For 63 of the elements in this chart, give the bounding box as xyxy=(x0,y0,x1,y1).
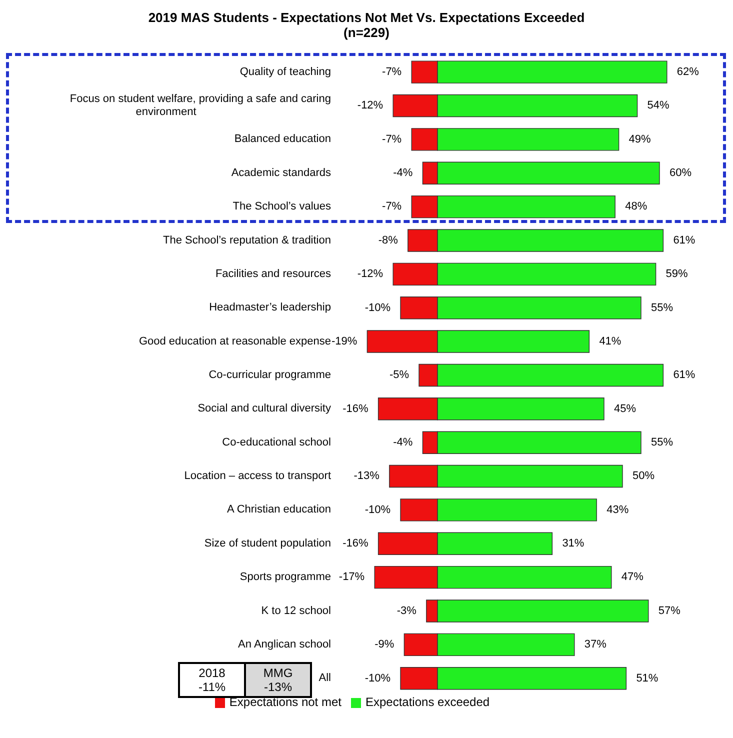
y-tick-label: Headmaster’s leadership xyxy=(209,302,331,314)
chart-subtitle: (n=229) xyxy=(342,25,390,40)
data-label: -4% xyxy=(393,436,413,448)
y-tick-label: Balanced education xyxy=(234,133,331,146)
y-tick-label: K to 12 school xyxy=(261,604,331,617)
data-label: 43% xyxy=(606,504,629,516)
y-tick-label: Co-educational school xyxy=(222,436,331,448)
data-label: -3% xyxy=(396,604,417,617)
data-label: -7% xyxy=(382,66,402,78)
data-label: -10% xyxy=(364,504,391,516)
data-label: -5% xyxy=(389,369,410,382)
data-label: -9% xyxy=(374,638,394,651)
data-label: -16% xyxy=(342,402,369,415)
y-tick-label: Sports programme xyxy=(240,571,331,584)
data-label: 49% xyxy=(628,133,652,146)
y-tick-label: Academic standards xyxy=(231,166,332,179)
data-label: 59% xyxy=(666,268,688,280)
y-tick-label: The School’s reputation & tradition xyxy=(163,234,331,246)
data-label: -19% xyxy=(332,335,358,348)
y-tick-label: Facilities and resources xyxy=(215,268,332,280)
data-label: -17% xyxy=(338,571,365,584)
data-label: -16% xyxy=(342,538,369,550)
chart-title: 2019 MAS Students - Expectations Not Met Vs. Expectations Exceeded xyxy=(147,10,586,25)
y-tick-label: Focus on student welfare, providing a safe and caring environment xyxy=(70,92,331,118)
data-label: 55% xyxy=(651,302,674,314)
data-label: 61% xyxy=(673,369,696,382)
data-label: 50% xyxy=(632,470,655,482)
data-label: 41% xyxy=(599,335,622,348)
y-tick-label: A Christian education xyxy=(227,504,331,516)
data-label: 48% xyxy=(625,200,648,213)
text: MMG -13% xyxy=(244,664,310,696)
data-label: 55% xyxy=(651,436,674,448)
y-tick-label: The School’s values xyxy=(232,200,332,212)
data-label: 45% xyxy=(614,402,636,415)
data-label: 57% xyxy=(658,604,681,617)
data-label: 61% xyxy=(673,234,696,246)
y-tick-label: Size of student population xyxy=(204,537,331,550)
text: 2018 -11% xyxy=(180,664,244,696)
data-label: 31% xyxy=(562,538,584,550)
y-tick-label: An Anglican school xyxy=(238,638,331,650)
data-label: -4% xyxy=(393,167,413,180)
data-label: -10% xyxy=(364,672,391,684)
data-label: 62% xyxy=(676,66,700,78)
data-label: -13% xyxy=(354,470,380,482)
data-label: 37% xyxy=(584,638,607,651)
y-tick-label: All xyxy=(318,672,331,684)
data-label: 47% xyxy=(621,571,644,584)
y-tick-label: Good education at reasonable expense xyxy=(138,335,331,348)
data-label: -12% xyxy=(357,100,384,112)
y-tick-label: Location – access to transport xyxy=(184,470,331,482)
legend-label: Expectations not met xyxy=(229,695,342,709)
data-label: 54% xyxy=(647,100,670,112)
data-label: 60% xyxy=(670,167,692,180)
data-label: -7% xyxy=(382,200,402,213)
data-label: -8% xyxy=(378,234,398,246)
data-label: -10% xyxy=(364,302,391,314)
data-label: 51% xyxy=(636,672,658,684)
legend-label: Expectations exceeded xyxy=(365,695,490,709)
data-label: -7% xyxy=(382,133,402,146)
y-tick-label: Co-curricular programme xyxy=(208,368,331,381)
y-tick-label: Quality of teaching xyxy=(240,66,331,78)
data-label: -12% xyxy=(357,268,384,280)
y-tick-label: Social and cultural diversity xyxy=(198,402,332,415)
